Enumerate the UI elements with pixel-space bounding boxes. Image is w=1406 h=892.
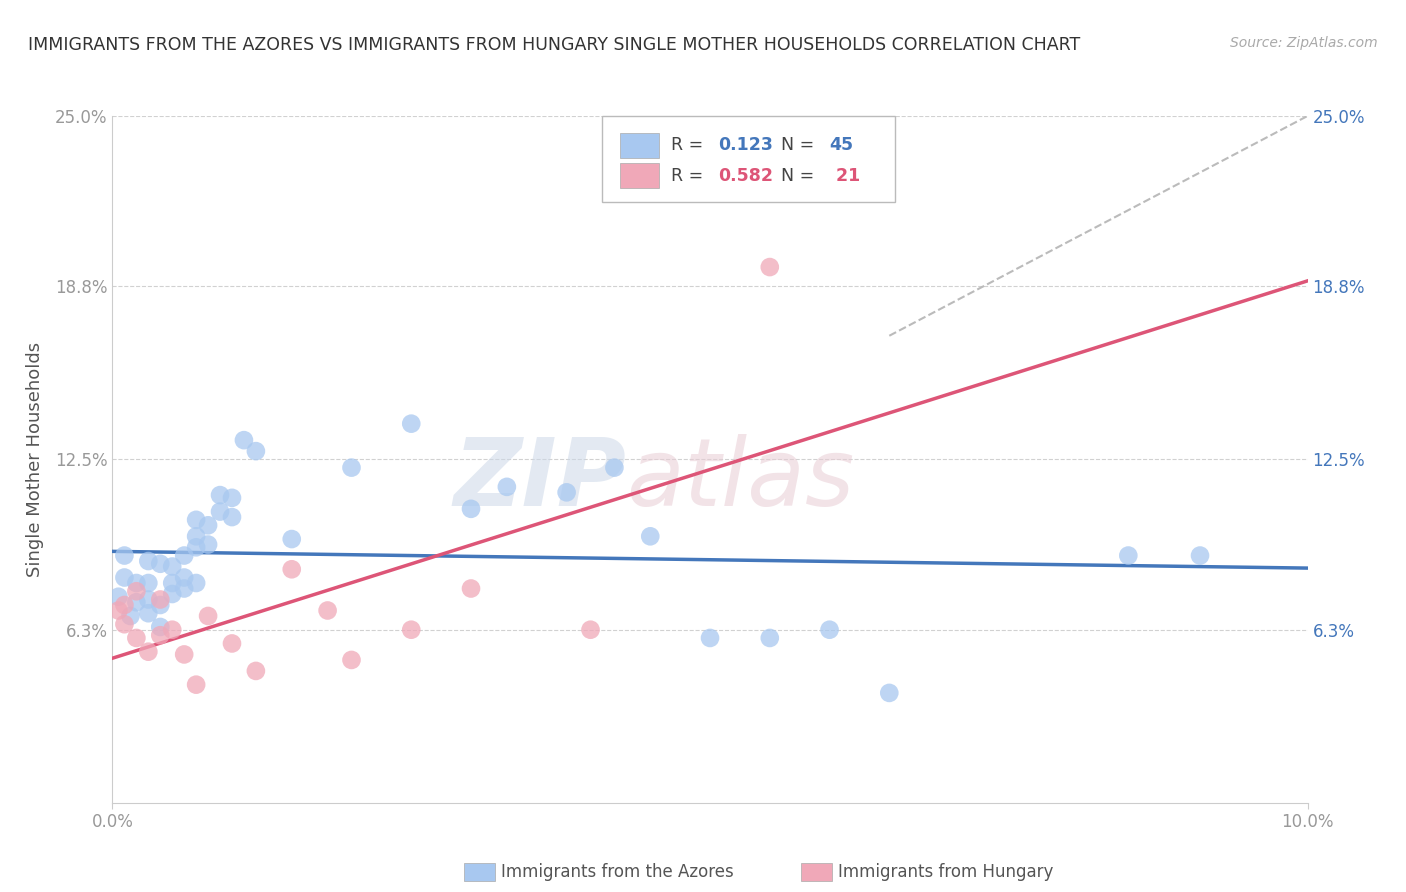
Point: [186, 576, 208, 591]
Point: [245, 664, 267, 678]
Text: 0.582: 0.582: [718, 167, 773, 185]
Point: [579, 623, 602, 637]
Point: [138, 592, 160, 607]
Point: [114, 549, 135, 563]
Point: [818, 623, 841, 637]
Point: [221, 491, 243, 505]
Text: atlas: atlas: [627, 434, 855, 525]
Point: [125, 584, 148, 599]
Point: [555, 485, 578, 500]
Point: [759, 260, 782, 274]
Point: [114, 598, 135, 612]
Text: R =: R =: [671, 136, 709, 154]
Point: [186, 529, 208, 543]
Point: [186, 541, 208, 555]
Text: 21: 21: [830, 167, 860, 185]
Point: [221, 636, 243, 650]
Point: [460, 501, 482, 516]
Point: [173, 570, 195, 584]
Point: [149, 592, 172, 607]
Point: [496, 480, 519, 494]
Point: [149, 628, 172, 642]
Point: [1118, 549, 1140, 563]
Point: [120, 609, 142, 624]
Text: R =: R =: [671, 167, 709, 185]
Point: [340, 460, 363, 475]
Point: [197, 609, 219, 624]
Point: [759, 631, 782, 645]
FancyBboxPatch shape: [603, 116, 896, 202]
Point: [879, 686, 901, 700]
Text: ZIP: ZIP: [454, 434, 627, 526]
Point: [197, 518, 219, 533]
Point: [107, 603, 129, 617]
Point: [173, 549, 195, 563]
Point: [316, 603, 339, 617]
Point: [114, 617, 135, 632]
Point: [1189, 549, 1212, 563]
Point: [107, 590, 129, 604]
Point: [221, 510, 243, 524]
Text: 45: 45: [830, 136, 853, 154]
Point: [173, 582, 195, 596]
Point: [138, 606, 160, 620]
Point: [401, 417, 423, 431]
Point: [162, 576, 183, 591]
Point: [245, 444, 267, 458]
Point: [401, 623, 423, 637]
Point: [149, 557, 172, 571]
Point: [114, 570, 135, 584]
Text: Immigrants from the Azores: Immigrants from the Azores: [501, 863, 734, 881]
Text: N =: N =: [780, 136, 820, 154]
Point: [340, 653, 363, 667]
Point: [125, 595, 148, 609]
Point: [699, 631, 721, 645]
Point: [209, 488, 232, 502]
Point: [460, 582, 482, 596]
Point: [197, 537, 219, 551]
Point: [125, 576, 148, 591]
FancyBboxPatch shape: [620, 163, 658, 188]
Y-axis label: Single Mother Households: Single Mother Households: [25, 342, 44, 577]
Text: N =: N =: [780, 167, 820, 185]
Point: [173, 648, 195, 662]
Point: [125, 631, 148, 645]
Point: [138, 645, 160, 659]
Text: Source: ZipAtlas.com: Source: ZipAtlas.com: [1230, 36, 1378, 50]
Text: 0.123: 0.123: [718, 136, 773, 154]
Text: IMMIGRANTS FROM THE AZORES VS IMMIGRANTS FROM HUNGARY SINGLE MOTHER HOUSEHOLDS C: IMMIGRANTS FROM THE AZORES VS IMMIGRANTS…: [28, 36, 1080, 54]
Point: [162, 623, 183, 637]
Point: [233, 433, 256, 447]
Point: [162, 559, 183, 574]
FancyBboxPatch shape: [620, 133, 658, 158]
Point: [281, 562, 304, 576]
Point: [603, 460, 626, 475]
Point: [281, 532, 304, 546]
Text: Immigrants from Hungary: Immigrants from Hungary: [838, 863, 1053, 881]
Point: [640, 529, 662, 543]
Point: [138, 576, 160, 591]
Point: [186, 678, 208, 692]
Point: [149, 620, 172, 634]
Point: [149, 598, 172, 612]
Point: [186, 513, 208, 527]
Point: [162, 587, 183, 601]
Point: [138, 554, 160, 568]
Point: [209, 505, 232, 519]
